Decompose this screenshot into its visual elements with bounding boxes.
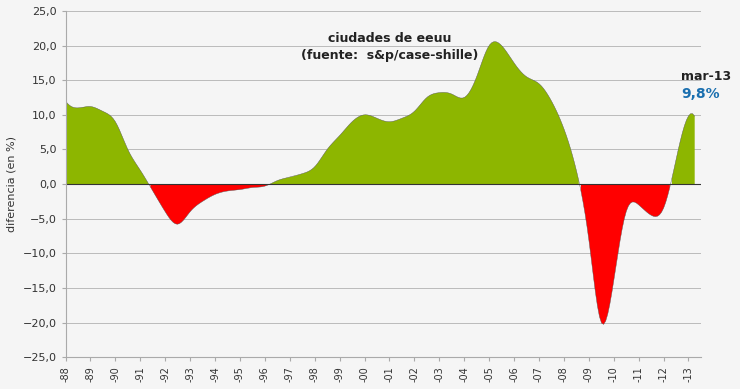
Text: (fuente:  s&p/case-shille): (fuente: s&p/case-shille): [300, 49, 478, 62]
Text: ciudades de eeuu: ciudades de eeuu: [328, 32, 451, 45]
Text: mar-13: mar-13: [681, 70, 731, 83]
Y-axis label: diferencia (en %): diferencia (en %): [7, 136, 17, 232]
Text: 9,8%: 9,8%: [681, 87, 719, 101]
